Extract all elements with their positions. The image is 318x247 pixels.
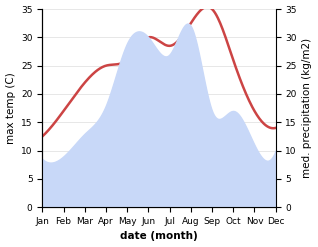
Y-axis label: max temp (C): max temp (C)	[5, 72, 16, 144]
Y-axis label: med. precipitation (kg/m2): med. precipitation (kg/m2)	[302, 38, 313, 178]
X-axis label: date (month): date (month)	[120, 231, 198, 242]
